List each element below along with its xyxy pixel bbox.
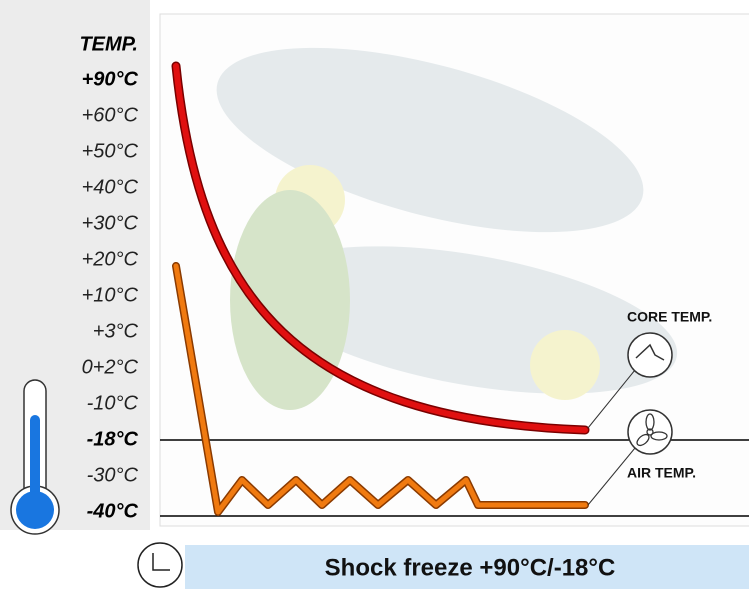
clock-icon bbox=[138, 543, 182, 587]
axis-title: TEMP. bbox=[79, 33, 138, 55]
temp-label: +3°C bbox=[93, 320, 139, 342]
temp-label: -40°C bbox=[87, 500, 139, 522]
footer-title: Shock freeze +90°C/-18°C bbox=[325, 554, 616, 581]
temp-label: 0+2°C bbox=[82, 356, 139, 378]
page: CORE TEMP. AIR TEMP. TEMP. +90°C +60°C +… bbox=[0, 0, 749, 589]
temp-label: +50°C bbox=[82, 140, 139, 162]
core-icon bbox=[628, 333, 672, 377]
temp-label: +30°C bbox=[82, 212, 139, 234]
temp-label: -18°C bbox=[87, 428, 139, 450]
temp-label: +90°C bbox=[82, 68, 139, 90]
temp-label: +10°C bbox=[82, 284, 139, 306]
temp-label: +40°C bbox=[82, 176, 139, 198]
temp-label: +20°C bbox=[82, 248, 139, 270]
temp-label: -30°C bbox=[87, 464, 139, 486]
temp-label: -10°C bbox=[87, 392, 139, 414]
diagram: CORE TEMP. AIR TEMP. TEMP. +90°C +60°C +… bbox=[0, 0, 749, 589]
air-label: AIR TEMP. bbox=[627, 465, 696, 481]
core-label: CORE TEMP. bbox=[627, 309, 712, 325]
temp-label: +60°C bbox=[82, 104, 139, 126]
air-icon bbox=[628, 410, 672, 454]
